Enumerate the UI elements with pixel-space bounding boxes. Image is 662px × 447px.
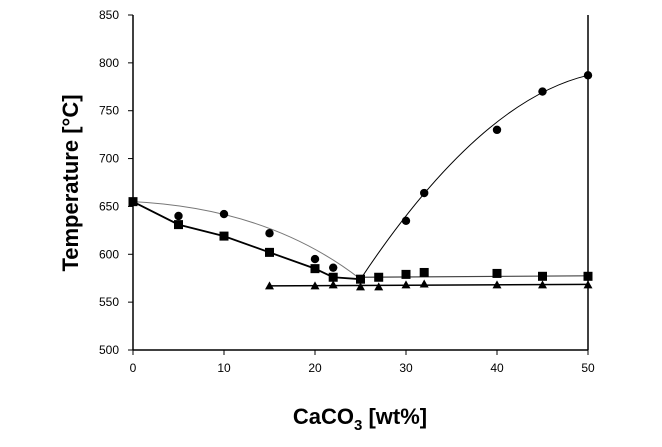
x-axis-label-sub: 3 [354, 417, 362, 434]
square-point [219, 231, 229, 241]
circle-point [538, 87, 547, 96]
x-tick-label: 10 [217, 361, 231, 375]
y-axis-label: Temperature [°C] [58, 94, 83, 271]
square-point [174, 220, 183, 230]
triangle-point [328, 280, 338, 289]
circle-point [265, 229, 274, 238]
square-point [328, 272, 338, 282]
x-axis-label-unit: [wt%] [362, 404, 427, 429]
y-tick-label: 700 [99, 152, 119, 166]
y-tick-label: 600 [99, 247, 119, 261]
square-point [310, 264, 320, 274]
y-tick-label: 850 [99, 8, 119, 22]
square-flat-fit [360, 275, 589, 278]
square-point [401, 269, 411, 279]
triangle-point [310, 281, 320, 290]
circle-point [329, 263, 338, 272]
x-tick-label: 0 [130, 361, 137, 375]
circle-point [401, 216, 411, 225]
x-axis-label: CaCO3 [wt%] [293, 404, 427, 434]
circle-point [219, 209, 229, 219]
x-tick-label: 40 [490, 361, 504, 375]
triangle-point [419, 279, 429, 288]
square-point [419, 267, 429, 277]
x-tick-label: 50 [581, 361, 595, 375]
y-tick-label: 750 [99, 104, 119, 118]
square-point [128, 197, 138, 207]
y-tick-label: 550 [99, 295, 119, 309]
circle-point [583, 71, 593, 80]
triangle-point [401, 280, 411, 289]
square-point [538, 271, 547, 281]
circle-point [492, 125, 502, 135]
square-point [583, 271, 593, 281]
square-point [492, 268, 502, 278]
circle-point [310, 254, 320, 264]
y-tick-label: 650 [99, 199, 119, 213]
circle-fit-right [360, 74, 589, 280]
triangle-point [265, 281, 274, 290]
x-tick-label: 30 [399, 361, 413, 375]
y-tick-label: 800 [99, 56, 119, 70]
y-tick-label: 500 [99, 343, 119, 357]
x-axis-label-main: CaCO [293, 404, 354, 429]
square-point [374, 272, 384, 282]
square-line [132, 200, 361, 281]
triangle-point [356, 282, 365, 291]
square-point [356, 274, 365, 284]
triangle-point [583, 280, 593, 289]
triangle-point [538, 280, 547, 289]
x-tick-label: 20 [308, 361, 322, 375]
triangle-fit [269, 283, 589, 287]
square-point [265, 247, 274, 257]
circle-point [174, 211, 183, 221]
circle-fit-left [132, 201, 361, 280]
circle-point [420, 188, 429, 198]
triangle-point [492, 280, 502, 289]
triangle-point [374, 282, 384, 291]
